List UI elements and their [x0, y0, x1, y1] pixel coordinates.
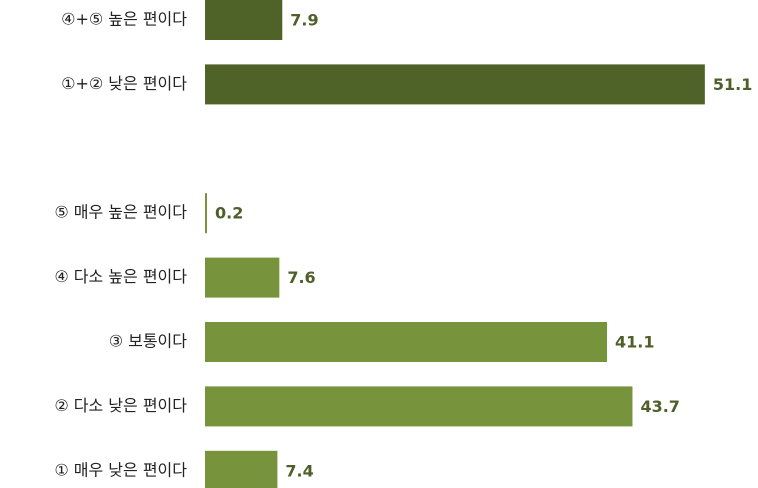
category-label: ①+② 낮은 편이다: [61, 74, 187, 93]
bar: [205, 386, 633, 427]
value-label: 51.1: [713, 75, 752, 94]
value-label: 43.7: [640, 397, 679, 416]
category-label: ④ 다소 높은 편이다: [54, 267, 187, 286]
value-label: 41.1: [615, 333, 654, 352]
category-label: ① 매우 낮은 편이다: [54, 460, 187, 479]
value-label: 0.2: [215, 204, 243, 223]
category-label: ⑤ 매우 높은 편이다: [54, 203, 187, 222]
bar: [205, 193, 207, 234]
bar: [205, 0, 283, 40]
bar: [205, 64, 705, 105]
category-label: ④+⑤ 높은 편이다: [61, 10, 187, 29]
value-label: 7.4: [285, 461, 313, 480]
bar: [205, 257, 280, 298]
bar: [205, 322, 608, 362]
value-label: 7.9: [290, 11, 318, 30]
value-label: 7.6: [287, 268, 315, 287]
category-label: ③ 보통이다: [109, 332, 188, 351]
category-label: ② 다소 낮은 편이다: [54, 396, 187, 415]
bar: [205, 450, 278, 488]
